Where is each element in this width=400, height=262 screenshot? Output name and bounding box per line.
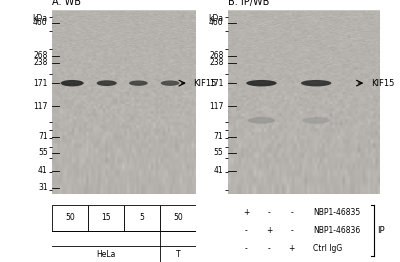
Bar: [124, 205, 160, 231]
Ellipse shape: [254, 81, 269, 84]
Ellipse shape: [301, 80, 331, 86]
Text: 50: 50: [173, 213, 183, 222]
Bar: [160, 205, 196, 231]
Text: 238: 238: [33, 58, 48, 67]
Text: 460: 460: [33, 18, 48, 27]
Text: -: -: [268, 244, 270, 253]
Text: 71: 71: [38, 132, 48, 141]
Text: B. IP/WB: B. IP/WB: [228, 0, 269, 7]
Bar: [52, 205, 88, 231]
Text: KIF15: KIF15: [193, 79, 216, 88]
Text: 171: 171: [33, 79, 48, 88]
Ellipse shape: [308, 81, 324, 84]
Text: NBP1-46836: NBP1-46836: [313, 226, 360, 235]
Ellipse shape: [61, 80, 84, 86]
Text: NBP1-46835: NBP1-46835: [313, 209, 360, 217]
Text: -: -: [290, 226, 293, 235]
Ellipse shape: [161, 80, 180, 86]
Text: 238: 238: [209, 58, 224, 67]
Text: -: -: [245, 244, 248, 253]
Text: 41: 41: [38, 166, 48, 175]
Ellipse shape: [134, 81, 143, 83]
Text: Ctrl IgG: Ctrl IgG: [313, 244, 342, 253]
Text: 117: 117: [33, 102, 48, 111]
Text: 41: 41: [214, 166, 224, 175]
Text: 117: 117: [209, 102, 224, 111]
Text: IP: IP: [377, 226, 384, 235]
Bar: [88, 205, 124, 231]
Text: kDa: kDa: [32, 14, 48, 23]
Ellipse shape: [166, 81, 175, 83]
Text: 50: 50: [65, 213, 75, 222]
Ellipse shape: [302, 117, 330, 124]
Text: A. WB: A. WB: [52, 0, 81, 7]
Text: kDa: kDa: [208, 14, 224, 23]
Ellipse shape: [97, 80, 117, 86]
Text: 31: 31: [38, 183, 48, 192]
Text: 15: 15: [101, 213, 111, 222]
Ellipse shape: [246, 80, 277, 86]
Text: 460: 460: [209, 18, 224, 27]
Text: 5: 5: [140, 213, 144, 222]
Text: T: T: [176, 250, 180, 259]
Ellipse shape: [102, 81, 112, 84]
Ellipse shape: [129, 80, 148, 86]
Text: -: -: [268, 209, 270, 217]
Text: HeLa: HeLa: [96, 250, 116, 259]
Text: +: +: [243, 209, 250, 217]
Text: +: +: [266, 226, 272, 235]
Text: -: -: [290, 209, 293, 217]
Ellipse shape: [254, 119, 268, 121]
Text: -: -: [245, 226, 248, 235]
Text: KIF15: KIF15: [371, 79, 394, 88]
Text: 55: 55: [214, 148, 224, 157]
Ellipse shape: [309, 119, 323, 121]
Ellipse shape: [248, 117, 275, 124]
Text: 268: 268: [209, 51, 224, 60]
Ellipse shape: [66, 81, 78, 84]
Text: 71: 71: [214, 132, 224, 141]
Text: 171: 171: [209, 79, 224, 88]
Text: 268: 268: [33, 51, 48, 60]
Text: +: +: [289, 244, 295, 253]
Text: 55: 55: [38, 148, 48, 157]
